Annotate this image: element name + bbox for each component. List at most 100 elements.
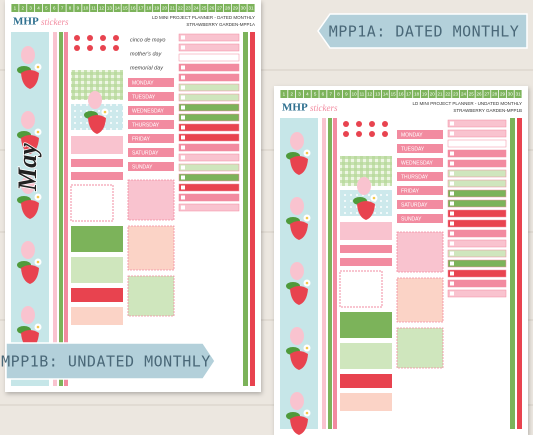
date-number: 30	[241, 6, 247, 11]
holiday: mother's day	[130, 51, 163, 57]
date-box	[168, 4, 176, 12]
date-number: 20	[430, 92, 436, 97]
date-box	[420, 90, 428, 98]
day-name: MONDAY	[132, 80, 154, 86]
date-number: 1	[14, 6, 17, 11]
holiday: memorial day	[130, 65, 164, 71]
date-number: 30	[508, 92, 514, 97]
date-box	[452, 90, 460, 98]
day-bar	[128, 148, 174, 157]
checklist-bar	[447, 269, 507, 278]
day-bar	[397, 144, 443, 153]
checklist-bar	[178, 113, 240, 122]
day-bar	[128, 106, 174, 115]
flower-center	[36, 195, 40, 199]
checkbox	[181, 175, 185, 180]
checkbox	[450, 191, 454, 196]
checklist-bar	[447, 289, 507, 298]
day-bar	[128, 162, 174, 171]
checkbox	[181, 165, 185, 170]
checklist-bar	[178, 123, 240, 132]
date-number: 18	[414, 92, 420, 97]
date-number: 6	[322, 92, 325, 97]
date-number: 8	[69, 6, 72, 11]
date-number: 7	[61, 6, 64, 11]
checklist-bar	[178, 163, 240, 172]
date-number: 4	[306, 92, 309, 97]
date-number: 22	[178, 6, 184, 11]
date-box	[444, 90, 452, 98]
checklist-bar	[447, 249, 507, 258]
checklist-bar	[447, 179, 507, 188]
checklist-bar	[447, 129, 507, 138]
month-label: May	[13, 143, 42, 192]
strawberry	[21, 70, 39, 89]
checkbox	[450, 201, 454, 206]
checkbox	[181, 115, 185, 120]
checklist-bar	[447, 139, 507, 148]
pink-berry	[290, 262, 304, 280]
sticker-block	[71, 307, 123, 325]
date-number: 2	[290, 92, 293, 97]
date-box	[514, 90, 522, 98]
date-number: 8	[337, 92, 340, 97]
checkbox	[181, 95, 185, 100]
checklist-bar	[178, 173, 240, 182]
square-sticker	[127, 179, 175, 221]
checkbox	[450, 131, 454, 136]
date-number: 4	[37, 6, 40, 11]
date-box	[160, 4, 169, 12]
strawberry	[290, 351, 308, 370]
date-number: 28	[225, 6, 231, 11]
checklist-bar	[178, 193, 240, 202]
date-number: 15	[391, 92, 397, 97]
washi-strip	[333, 118, 337, 429]
mini-berry	[356, 121, 362, 127]
checkbox	[181, 185, 185, 190]
flower-center	[36, 325, 40, 329]
date-box	[223, 4, 231, 12]
checklist-bar	[447, 239, 507, 248]
sheet-title: LD MINI PROJECT PLANNER - DATED MONTHLY	[152, 15, 255, 20]
date-number: 2	[22, 6, 25, 11]
pink-berry	[290, 197, 304, 215]
checklist-bar	[447, 229, 507, 238]
date-box	[491, 90, 499, 98]
strawberry	[21, 265, 39, 284]
checklist-bar	[178, 153, 240, 162]
checklist-bar	[178, 53, 240, 62]
date-box	[327, 90, 335, 98]
checkbox	[450, 121, 454, 126]
sheet-title: LD MINI PROJECT PLANNER - UNDATED MONTHL…	[412, 101, 522, 106]
checkbox	[181, 35, 185, 40]
washi-strip	[510, 118, 515, 429]
square-sticker	[396, 327, 444, 369]
checklist-bar	[178, 103, 240, 112]
date-box	[58, 4, 66, 12]
date-number: 7	[329, 92, 332, 97]
date-box	[498, 90, 506, 98]
checklist-bar	[178, 43, 240, 52]
date-number: 13	[375, 92, 381, 97]
day-name: TUESDAY	[401, 146, 425, 152]
date-number: 5	[45, 6, 48, 11]
pink-berry	[21, 176, 35, 194]
flower-center	[305, 281, 309, 285]
checkbox	[181, 145, 185, 150]
date-box	[90, 4, 98, 12]
sheet-subtitle: STRAWBERRY GARDEN-MPP1B	[453, 108, 522, 113]
strawberry	[290, 156, 308, 175]
date-number: 19	[154, 6, 160, 11]
mini-berry	[87, 35, 93, 41]
date-number: 26	[477, 92, 483, 97]
strawberry	[21, 200, 39, 219]
date-box	[231, 4, 239, 12]
sticker-block	[340, 312, 392, 338]
date-number: 23	[186, 6, 192, 11]
date-number: 27	[217, 6, 223, 11]
date-box	[74, 4, 82, 12]
day-name: SATURDAY	[132, 150, 159, 156]
pink-berry	[290, 392, 304, 410]
checkbox	[181, 75, 185, 80]
